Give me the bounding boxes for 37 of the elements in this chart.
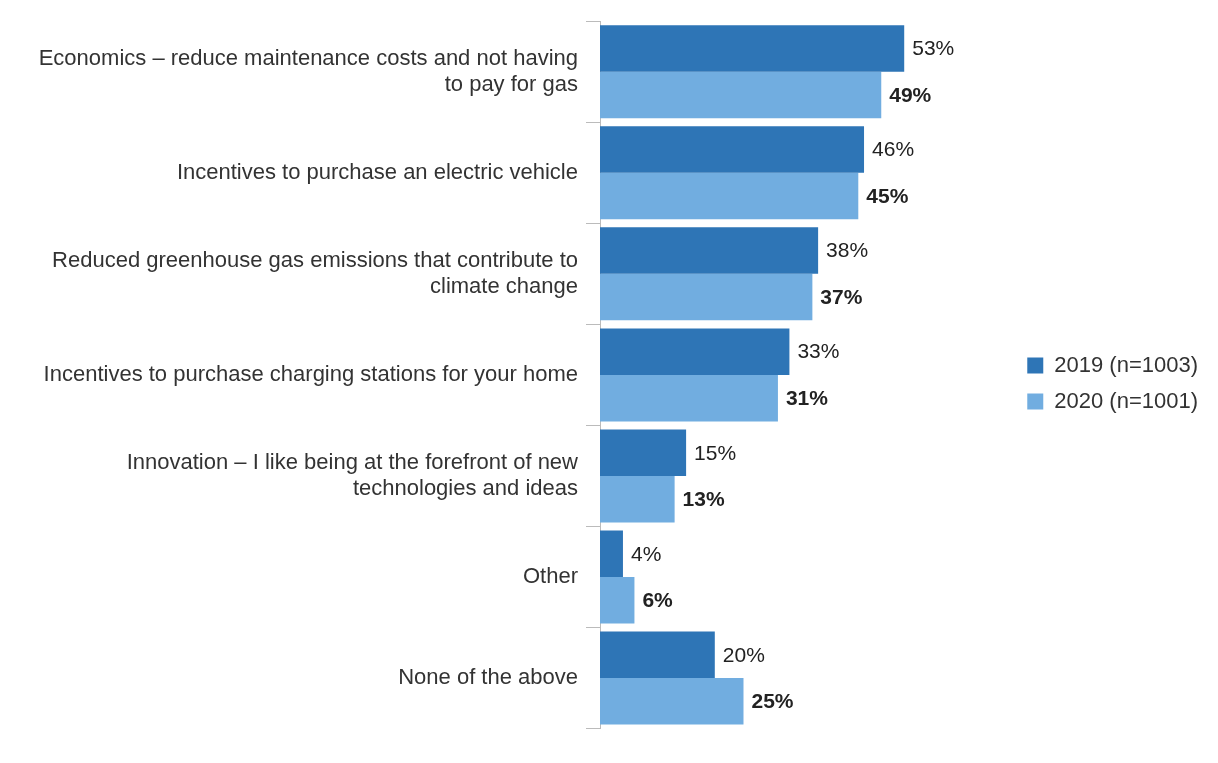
bar xyxy=(600,530,623,578)
data-label: 46% xyxy=(872,137,915,161)
bar xyxy=(600,227,819,274)
y-tick-label: Reduced greenhouse gas emissions that contribute to climate change xyxy=(52,246,578,299)
bar xyxy=(600,25,905,72)
y-tick-label: Incentives to purchase an electric vehicle xyxy=(176,158,578,184)
bar xyxy=(600,475,675,523)
data-label: 31% xyxy=(785,385,829,409)
data-label: 4% xyxy=(630,541,662,565)
bar xyxy=(600,631,715,679)
data-label: 37% xyxy=(820,284,863,308)
data-label: 49% xyxy=(889,82,932,106)
data-label: 20% xyxy=(722,642,765,666)
data-label: 45% xyxy=(866,183,909,207)
data-label: 15% xyxy=(694,440,737,464)
y-tick-label: Economics – reduce maintenance costs and not having to pay for gas xyxy=(38,44,578,96)
bar xyxy=(600,172,859,220)
data-label: 25% xyxy=(751,689,794,713)
y-tick-label: None of the above xyxy=(398,664,578,690)
y-tick-label: Incentives to purchase charging stations for your home xyxy=(43,360,578,386)
bar xyxy=(600,71,882,119)
legend-label: 2019 (n=1003) xyxy=(1054,351,1198,377)
bar xyxy=(600,429,687,476)
y-tick-label: Other xyxy=(522,563,578,589)
bar xyxy=(600,374,778,422)
bar xyxy=(600,126,865,173)
bar xyxy=(600,577,635,624)
bar xyxy=(600,328,790,375)
bar xyxy=(600,678,744,725)
bar xyxy=(600,273,813,321)
data-label: 6% xyxy=(642,588,674,612)
legend-label: 2020 (n=1001) xyxy=(1054,387,1198,413)
y-tick-label: Innovation – I like being at the forefront of new technologies and ideas xyxy=(126,448,579,501)
data-label: 38% xyxy=(826,238,869,262)
data-label: 13% xyxy=(682,487,725,510)
data-label: 53% xyxy=(912,36,955,60)
data-label: 33% xyxy=(797,339,840,363)
